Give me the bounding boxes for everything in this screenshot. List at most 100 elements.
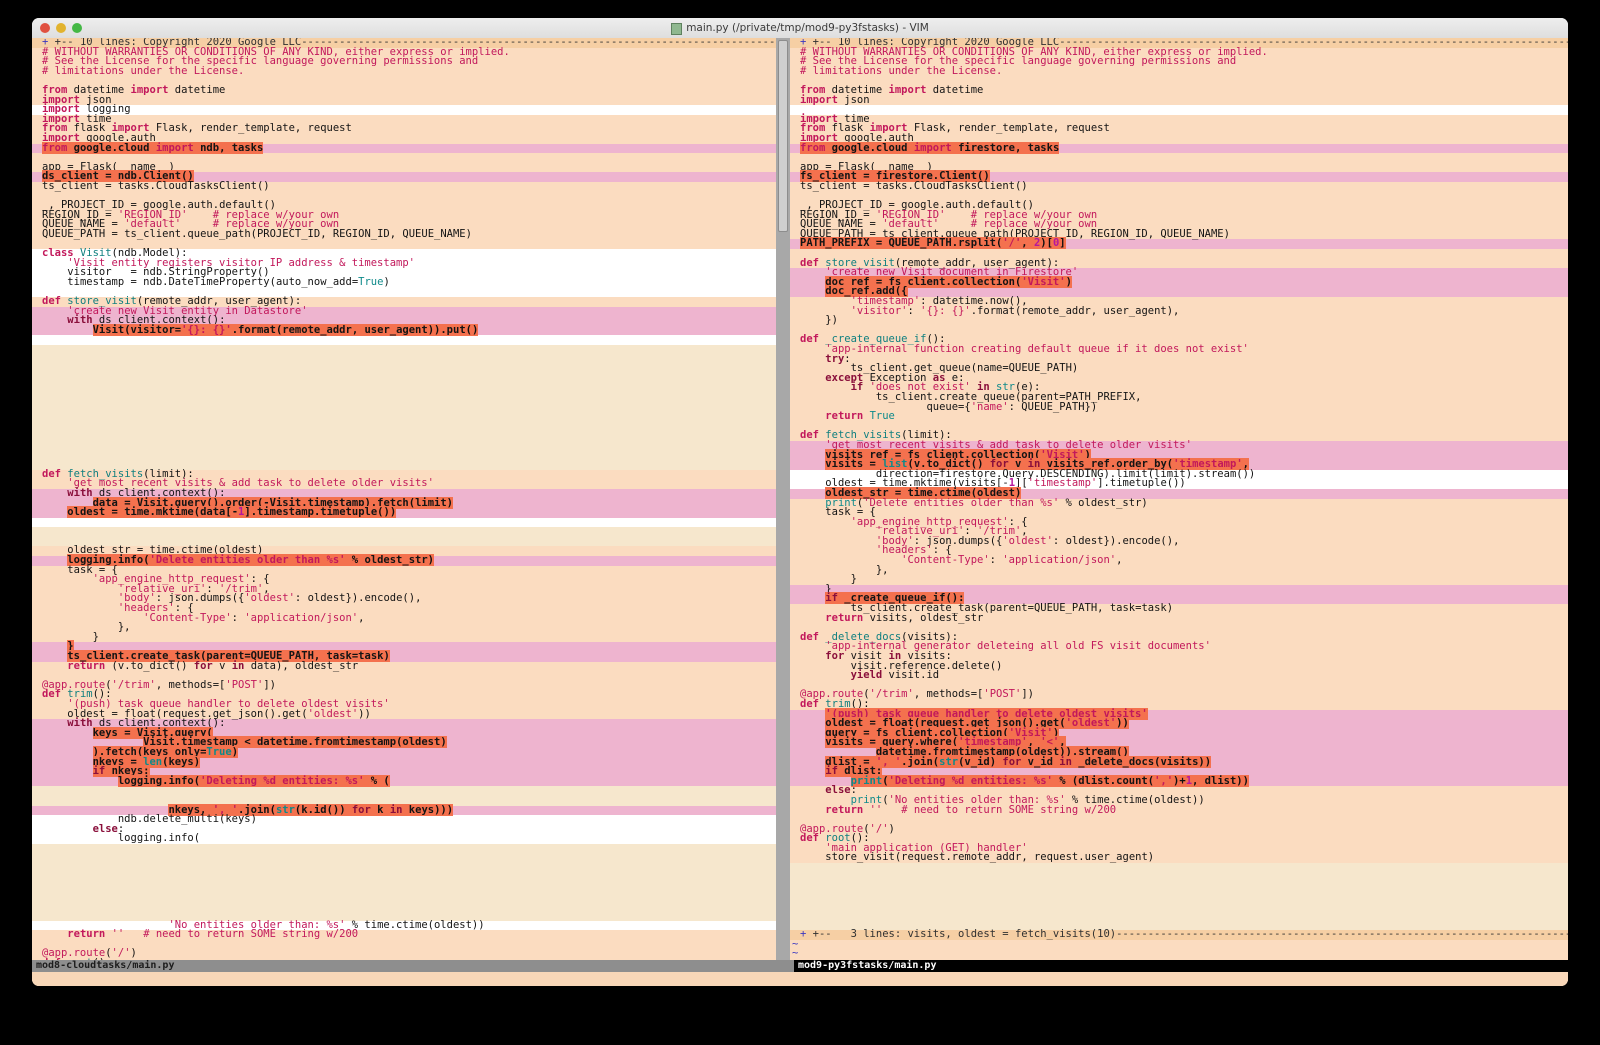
code-line[interactable]: def store_visit(remote_addr, user_agent)… (790, 257, 1568, 269)
code-line[interactable]: } (790, 584, 1568, 595)
code-line[interactable]: from google.cloud import ndb, tasks (32, 141, 776, 154)
code-line[interactable]: class Visit(ndb.Model): (32, 248, 776, 259)
code-line[interactable]: def fetch_visits(limit): (790, 430, 1568, 441)
fold-line[interactable]: + +-- 10 lines: Copyright 2020 Google LL… (790, 38, 1568, 48)
vertical-split-scrollbar[interactable] (776, 38, 790, 960)
code-line[interactable]: QUEUE_NAME = 'default' # replace w/your … (32, 219, 776, 230)
code-line[interactable]: import logging (32, 104, 776, 115)
zoom-button[interactable] (72, 23, 82, 33)
code-line[interactable]: ds_client = ndb.Client() (32, 170, 776, 183)
code-line[interactable]: visits = query.where('timestamp', '<', (790, 736, 1568, 749)
code-line[interactable]: oldest = time.mktime(visits[-1]['timesta… (790, 478, 1568, 489)
code-line[interactable]: with ds_client.context(): (32, 718, 776, 729)
code-line[interactable]: } (32, 640, 776, 653)
code-line[interactable] (32, 239, 776, 250)
code-line[interactable]: return visits, oldest_str (790, 612, 1568, 624)
code-line[interactable]: if 'does not exist' in str(e): (790, 382, 1568, 393)
command-line[interactable] (32, 972, 1568, 986)
code-line[interactable]: def root(): (32, 958, 776, 960)
title-bar[interactable]: main.py (/private/tmp/mod9-py3fstasks) -… (32, 18, 1568, 39)
code-line[interactable]: def _create_queue_if(): (790, 334, 1568, 345)
code-line[interactable]: doc_ref = fs_client.collection('Visit') (790, 275, 1568, 288)
pane-left[interactable]: + +-- 10 lines: Copyright 2020 Google LL… (32, 38, 776, 960)
code-line[interactable]: data = Visit.query().order(-Visit.timest… (32, 496, 776, 509)
code-line[interactable]: 'timestamp': datetime.now(), (790, 296, 1568, 307)
code-line[interactable]: # WITHOUT WARRANTIES OR CONDITIONS OF AN… (790, 46, 1568, 58)
code-line[interactable]: Visit.timestamp < datetime.fromtimestamp… (32, 736, 776, 749)
code-line[interactable]: except Exception as e: (790, 373, 1568, 384)
code-line[interactable]: # See the License for the specific langu… (32, 56, 776, 67)
code-line[interactable] (32, 335, 776, 345)
code-line[interactable]: 'relative_uri': '/trim', (32, 584, 776, 595)
code-line[interactable]: 'relative_uri': '/trim', (790, 526, 1568, 537)
code-line[interactable]: import time (32, 114, 776, 125)
code-line[interactable]: logging.info('Deleting %d entities: %s' … (32, 774, 776, 787)
statusline-left[interactable]: mod8-cloudtasks/main.py (32, 960, 794, 972)
code-line[interactable]: fs_client = firestore.Client() (790, 170, 1568, 183)
code-line[interactable]: oldest = time.mktime(data[-1].timestamp.… (32, 506, 776, 519)
code-line[interactable] (32, 671, 776, 681)
code-line[interactable]: QUEUE_NAME = 'default' # replace w/your … (790, 219, 1568, 230)
code-left[interactable]: + +-- 10 lines: Copyright 2020 Google LL… (32, 38, 776, 960)
code-line[interactable]: nkeys = len(keys) (32, 755, 776, 768)
code-line[interactable]: ts_client.create_task(parent=QUEUE_PATH,… (790, 603, 1568, 614)
code-line[interactable]: 'headers': { (32, 603, 776, 614)
statusline-right[interactable]: mod9-py3fstasks/main.py (794, 960, 1568, 972)
code-line[interactable]: # WITHOUT WARRANTIES OR CONDITIONS OF AN… (32, 46, 776, 58)
code-line[interactable] (790, 623, 1568, 633)
code-line[interactable]: from flask import Flask, render_template… (32, 123, 776, 134)
code-line[interactable]: QUEUE_PATH = ts_client.queue_path(PROJEC… (32, 229, 776, 240)
code-line[interactable]: app = Flask(__name__) (790, 161, 1568, 173)
code-line[interactable]: task = { (790, 507, 1568, 518)
code-line[interactable] (790, 421, 1568, 432)
code-line[interactable]: print('No entities older than: %s' % tim… (790, 795, 1568, 806)
code-line[interactable]: '(push) task queue handler to delete old… (790, 707, 1568, 720)
code-line[interactable]: }) (790, 315, 1568, 326)
code-line[interactable] (32, 76, 776, 86)
code-line[interactable]: 'body': json.dumps({'oldest': oldest}).e… (32, 593, 776, 605)
code-line[interactable]: } (32, 632, 776, 643)
code-line[interactable]: # limitations under the License. (32, 66, 776, 77)
code-line[interactable] (790, 325, 1568, 336)
code-line[interactable]: REGION_ID = 'REGION_ID' # replace w/your… (790, 209, 1568, 221)
code-line[interactable]: 'Content-Type': 'application/json', (790, 555, 1568, 566)
code-line[interactable]: 'app-internal generator deleteing all ol… (790, 641, 1568, 652)
pane-left-body[interactable]: + +-- 10 lines: Copyright 2020 Google LL… (32, 38, 776, 960)
code-line[interactable]: if _create_queue_if(): (790, 592, 1568, 605)
code-line[interactable] (790, 191, 1568, 202)
code-line[interactable]: else: (790, 785, 1568, 796)
code-line[interactable]: oldest = float(request.get_json().get('o… (32, 708, 776, 720)
code-line[interactable] (32, 287, 776, 298)
code-line[interactable]: if dlist: (790, 765, 1568, 778)
code-line[interactable] (32, 191, 776, 202)
code-line[interactable]: 'app-internal function creating default … (790, 344, 1568, 355)
code-line[interactable]: import time (790, 114, 1568, 125)
code-line[interactable]: QUEUE_PATH = ts_client.queue_path(PROJEC… (790, 229, 1568, 240)
code-line[interactable]: 'visitor': '{}: {}'.format(remote_addr, … (790, 305, 1568, 317)
code-line[interactable]: from google.cloud import firestore, task… (790, 141, 1568, 154)
code-line[interactable]: ndb.delete_multi(keys) (32, 814, 776, 825)
code-line[interactable]: '(push) task queue handler to delete old… (32, 699, 776, 710)
code-line[interactable]: visits = list(v.to_dict() for v in visit… (790, 458, 1568, 471)
code-line[interactable]: @app.route('/') (32, 948, 776, 959)
code-line[interactable]: ts_client.create_queue(parent=PATH_PREFI… (790, 392, 1568, 403)
code-line[interactable]: @app.route('/') (790, 823, 1568, 835)
minimize-button[interactable] (56, 23, 66, 33)
code-line[interactable]: 'create new Visit document in Firestore' (790, 267, 1568, 278)
code-line[interactable]: # See the License for the specific langu… (790, 56, 1568, 67)
code-line[interactable]: return (v.to_dict() for v in data), olde… (32, 660, 776, 672)
code-line[interactable]: from datetime import datetime (32, 85, 776, 96)
code-line[interactable]: visit.reference.delete() (790, 660, 1568, 672)
code-right[interactable]: + +-- 10 lines: Copyright 2020 Google LL… (790, 38, 1568, 960)
code-line[interactable]: 'No entities older than: %s' % time.ctim… (32, 919, 776, 931)
code-line[interactable]: ).fetch(keys_only=True) (32, 745, 776, 758)
code-line[interactable] (32, 939, 776, 950)
code-line[interactable]: try: (790, 353, 1568, 365)
code-line[interactable]: datetime.fromtimestamp(oldest)).stream() (790, 745, 1568, 758)
code-line[interactable]: oldest_str = time.ctime(oldest) (790, 486, 1568, 499)
code-line[interactable]: import google.auth (32, 133, 776, 144)
code-line[interactable]: _, PROJECT_ID = google.auth.default() (32, 200, 776, 211)
fold-line[interactable]: + +-- 3 lines: visits, oldest = fetch_vi… (790, 929, 1568, 940)
code-line[interactable]: ts_client = tasks.CloudTasksClient() (790, 181, 1568, 192)
code-line[interactable]: print('Deleting %d entities: %s' % (dlis… (790, 774, 1568, 787)
